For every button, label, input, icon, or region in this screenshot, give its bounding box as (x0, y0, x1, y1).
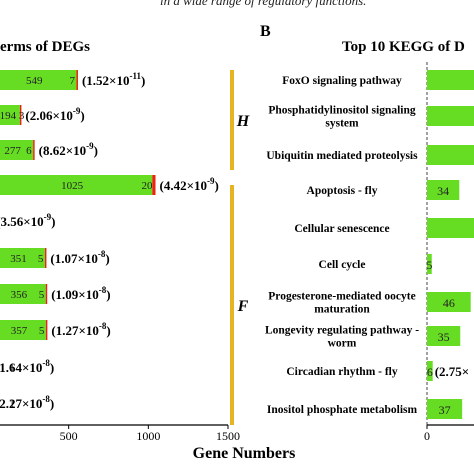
panel-b-bars: 34 5 46 35 6 (2.75× 37 (426, 70, 474, 419)
p-value-label: (3.56×10-9) (0, 212, 56, 229)
bar-secondary (45, 320, 48, 340)
category-label: Progesterone-mediated oocyte (268, 291, 415, 303)
kegg-p-value: (2.75× (435, 364, 470, 379)
bar-primary (0, 105, 20, 125)
bar-primary (0, 320, 46, 340)
category-label: Ubiquitin mediated proteolysis (266, 150, 418, 162)
bar-secondary (33, 140, 35, 160)
category-label: Cell cycle (319, 259, 366, 271)
p-value-label: (1.64×10-8) (0, 358, 54, 375)
bar-secondary (76, 70, 78, 90)
x-tick-label: 500 (60, 429, 78, 443)
x-tick-label: 1000 (136, 429, 160, 443)
category-label: maturation (314, 304, 370, 316)
panel-a-group-brackets: HF (230, 70, 250, 425)
bar-secondary-label: 6 (26, 145, 32, 157)
bar-secondary (152, 175, 156, 195)
bar-secondary (45, 284, 48, 304)
bar-primary (0, 248, 45, 268)
panel-a-x-axis-label: Gene Numbers (193, 445, 296, 462)
bar-primary-label: 194 3 (0, 110, 25, 122)
kegg-bar-value: 6 (427, 365, 433, 379)
p-value-label: (1.09×10-8) (51, 285, 110, 302)
panel-b-x-ticks: 0 (424, 425, 430, 443)
kegg-bar (427, 326, 461, 346)
x-tick-label: 0 (424, 429, 430, 443)
group-label: H (236, 113, 250, 130)
kegg-bar (427, 292, 471, 312)
bar-primary-label: 549 (26, 75, 43, 87)
p-value-label: (1.27×10-8) (51, 321, 110, 338)
bar-primary (0, 140, 34, 160)
group-label: F (237, 298, 249, 315)
x-tick-label: 1500 (216, 429, 240, 443)
kegg-bar (427, 254, 432, 274)
bar-primary-label: 357 (11, 325, 28, 337)
panel-b-categories: FoxO signaling pathway Phosphatidylinosit… (265, 75, 419, 416)
category-label: worm (328, 338, 357, 350)
panel-b-title: Top 10 KEGG of D (342, 39, 465, 55)
bar-primary-label: 1 (9, 398, 15, 410)
category-label: Inositol phosphate metabolism (267, 404, 418, 416)
kegg-bar-value: 46 (443, 296, 455, 310)
panel-a-bars: 549 7 (1.52×10-11) 194 3 (2.06×10-9) 277 6 (8.6… (0, 70, 219, 411)
category-label: Apoptosis - fly (307, 185, 378, 197)
category-label: system (325, 118, 359, 130)
bar-primary (0, 284, 46, 304)
bar-primary-label: 356 (11, 289, 28, 301)
category-label: FoxO signaling pathway (282, 75, 402, 87)
kegg-bar-value: 34 (437, 184, 449, 198)
p-value-label: (4.42×10-9) (160, 176, 219, 193)
bar-primary-label: 1 (9, 362, 15, 374)
bar-secondary-label: 5 (39, 289, 45, 301)
kegg-bar (427, 399, 463, 419)
category-label: Phosphatidylinositol signaling (268, 105, 416, 117)
bar-secondary (19, 105, 22, 125)
bar-primary-label: 351 (10, 253, 27, 265)
bar-secondary-label: 7 (69, 75, 75, 87)
kegg-bar (427, 361, 433, 381)
kegg-bar (427, 145, 474, 165)
kegg-bar (427, 218, 474, 238)
kegg-bar (427, 180, 460, 200)
p-value-label: (2.27×10-8) (0, 394, 54, 411)
bar-primary (0, 175, 153, 195)
kegg-bar-value: 5 (426, 258, 432, 272)
kegg-bar (427, 70, 474, 90)
p-value-label: (8.62×10-9) (39, 141, 98, 158)
bar-primary (0, 70, 77, 90)
panel-b: B Top 10 KEGG of D FoxO signaling pathwa… (260, 23, 474, 443)
kegg-bar-value: 35 (438, 330, 450, 344)
panel-a-title: erms of DEGs (0, 39, 90, 55)
bar-secondary-label: 5 (38, 253, 44, 265)
panel-a-x-ticks: 500 1000 1500 (60, 425, 240, 443)
panel-a: erms of DEGs 549 7 (1.52×10-11) 194 3 (2.06×… (0, 39, 295, 462)
category-label: Cellular senescence (294, 223, 389, 235)
kegg-bar-value: 37 (439, 403, 451, 417)
p-value-label: (1.07×10-8) (50, 249, 109, 266)
bar-primary-label: 277 (4, 145, 21, 157)
bar-secondary-label: 20 (142, 180, 154, 192)
p-value-label: (1.52×10-11) (82, 71, 145, 88)
category-label: Circadian rhythm - fly (286, 366, 398, 378)
kegg-bar (427, 106, 474, 126)
panel-b-label: B (260, 23, 271, 40)
bar-secondary-label: 5 (39, 325, 45, 337)
p-value-label: (2.06×10-9) (25, 106, 84, 123)
bar-primary-label: 1025 (61, 180, 84, 192)
bar-secondary (44, 248, 47, 268)
category-label: Longevity regulating pathway - (265, 325, 419, 337)
top-text-fragment: in a wide range of regulatory functions. (160, 0, 366, 8)
